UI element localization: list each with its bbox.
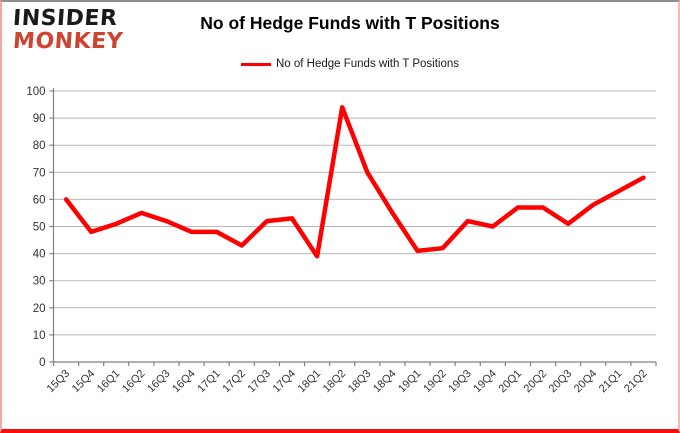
- xtick-label-18Q4: 18Q4: [371, 368, 399, 396]
- xtick-label-17Q2: 17Q2: [220, 368, 248, 396]
- xtick-label-17Q3: 17Q3: [245, 368, 273, 396]
- xtick-label-20Q3: 20Q3: [547, 368, 575, 396]
- xtick-label-19Q4: 19Q4: [471, 368, 499, 396]
- ytick-label-0: 0: [39, 357, 45, 369]
- ytick-label-60: 60: [33, 194, 46, 206]
- xtick-label-17Q1: 17Q1: [195, 368, 223, 396]
- xtick-label-16Q1: 16Q1: [95, 368, 123, 396]
- chart-title: No of Hedge Funds with T Positions: [200, 13, 500, 33]
- xtick-label-16Q2: 16Q2: [120, 368, 148, 396]
- xtick-label-18Q2: 18Q2: [321, 368, 349, 396]
- xtick-label-16Q4: 16Q4: [170, 368, 198, 396]
- ytick-label-70: 70: [33, 167, 46, 179]
- ytick-label-80: 80: [33, 140, 46, 152]
- chart-legend: No of Hedge Funds with T Positions: [0, 58, 680, 70]
- xtick-label-21Q1: 21Q1: [597, 368, 625, 396]
- ytick-label-20: 20: [33, 303, 46, 315]
- xtick-label-20Q1: 20Q1: [497, 368, 525, 396]
- xtick-label-16Q3: 16Q3: [145, 368, 173, 396]
- ytick-label-90: 90: [33, 113, 46, 125]
- xtick-label-17Q4: 17Q4: [271, 368, 299, 396]
- series-line-0: [63, 105, 646, 259]
- ytick-label-50: 50: [33, 222, 46, 234]
- xtick-label-18Q3: 18Q3: [346, 368, 374, 396]
- legend-label: No of Hedge Funds with T Positions: [275, 58, 460, 70]
- xtick-label-21Q2: 21Q2: [622, 368, 650, 396]
- ytick-label-10: 10: [33, 330, 46, 342]
- xtick-label-15Q3: 15Q3: [45, 368, 73, 396]
- ytick-label-40: 40: [33, 249, 46, 261]
- ytick-label-100: 100: [26, 86, 45, 98]
- xtick-label-19Q3: 19Q3: [446, 368, 474, 396]
- xtick-label-19Q1: 19Q1: [396, 368, 424, 396]
- xtick-label-15Q4: 15Q4: [70, 368, 98, 396]
- ytick-label-30: 30: [33, 276, 46, 288]
- legend-line-swatch: [240, 62, 271, 66]
- xtick-label-20Q2: 20Q2: [522, 368, 550, 396]
- xtick-label-20Q4: 20Q4: [572, 368, 600, 396]
- xtick-label-19Q2: 19Q2: [421, 368, 449, 396]
- xtick-label-18Q1: 18Q1: [296, 368, 324, 396]
